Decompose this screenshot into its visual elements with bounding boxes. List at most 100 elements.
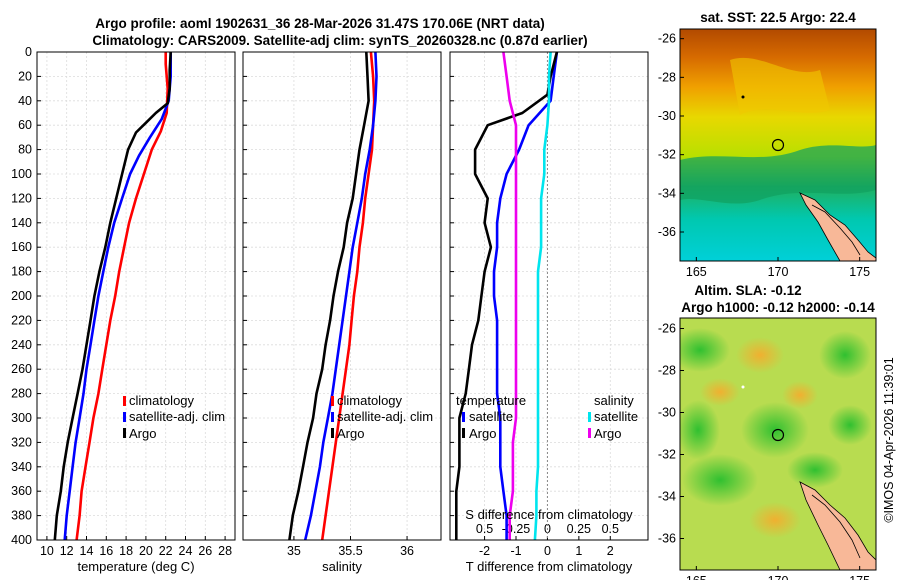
x-tick-label: -2: [479, 544, 490, 558]
legend-swatch-satellite: [331, 412, 334, 422]
legend-swatch-t-argo: [462, 428, 465, 438]
legend-swatch-satellite: [123, 412, 126, 422]
y-tick-label: 400: [11, 533, 32, 547]
s-difference-axis-label: S difference from climatology: [465, 507, 633, 522]
timestamp: ©IMOS 04-Apr-2026 11:39:01: [882, 357, 896, 522]
series-salinity-satellite: [533, 51, 552, 541]
y-tick-label: 280: [11, 387, 32, 401]
sla-map-ticks: 165 170 175 -26 -28 -30 -32 -34 -36: [658, 322, 870, 580]
series-argo: [288, 51, 370, 541]
sla-argo-location: [771, 428, 785, 442]
x-tick-label: 35: [287, 544, 301, 558]
map-y-tick-label: -32: [658, 448, 676, 462]
x-tick-label: 36: [400, 544, 414, 558]
depth-tick-labels: 0 20 40 60 80 100 120 140 160 180 200 220 240 260 280 3…: [11, 45, 32, 547]
series-satellite-adj-clim: [303, 51, 378, 541]
map-y-tick-label: -32: [658, 148, 676, 162]
map-x-tick-label: 165: [686, 574, 707, 580]
series-climatology: [75, 52, 169, 541]
coastline-contour: [811, 204, 861, 256]
series-temperature-satellite: [492, 51, 559, 540]
y-tick-label: 0: [25, 45, 32, 59]
legend-climatology: climatology: [337, 393, 403, 408]
s-tick-label: 0.25: [567, 522, 591, 536]
figure-title-line1: Argo profile: aoml 1902631_36 28-Mar-202…: [95, 16, 544, 31]
y-tick-label: 40: [18, 94, 32, 108]
legend-swatch-s-satellite: [588, 412, 591, 422]
x-tick-label: 24: [179, 544, 193, 558]
x-tick-label: 10: [40, 544, 54, 558]
map-x-tick-label: 165: [686, 265, 707, 279]
temperature-panel: 10 12 14 16 18 20 22 24 26 28: [36, 51, 236, 558]
legend-swatch-climatology: [331, 396, 334, 406]
map-y-tick-label: -34: [658, 490, 676, 504]
x-tick-label: 28: [218, 544, 232, 558]
sst-map-title: sat. SST: 22.5 Argo: 22.4: [700, 10, 856, 25]
x-tick-label: 26: [198, 544, 212, 558]
y-tick-label: 160: [11, 240, 32, 254]
new-zealand-land: [799, 481, 876, 570]
sla-low-1: [680, 328, 730, 372]
legend-t-satellite: satellite: [469, 409, 513, 424]
series-argo: [53, 51, 172, 541]
legend-s-argo: Argo: [594, 426, 621, 441]
axes-frame: [449, 51, 649, 541]
y-tick-label: 100: [11, 167, 32, 181]
x-tick-label: -1: [510, 544, 521, 558]
series-satellite-adj-clim: [63, 52, 172, 541]
y-tick-label: 220: [11, 313, 32, 327]
sst-marker-dot: [741, 95, 745, 99]
legend-satellite: satellite-adj. clim: [129, 409, 225, 424]
y-tick-label: 340: [11, 460, 32, 474]
sla-low-5: [787, 452, 843, 488]
salinity-legend: climatology satellite-adj. clim Argo: [331, 393, 433, 441]
map-y-tick-label: -30: [658, 406, 676, 420]
x-tick-label: 22: [159, 544, 173, 558]
sla-marker-dot: [741, 385, 745, 389]
legend-satellite: satellite-adj. clim: [337, 409, 433, 424]
sla-high-3: [782, 381, 818, 409]
x-tick-label: 16: [99, 544, 113, 558]
sla-low-6: [680, 400, 720, 460]
legend-swatch-argo: [331, 428, 334, 438]
axes-frame: [242, 51, 442, 541]
sst-front: [680, 145, 876, 204]
y-tick-label: 200: [11, 289, 32, 303]
map-y-tick-label: -28: [658, 364, 676, 378]
x-tick-label: 2: [607, 544, 614, 558]
difference-legend-right: salinity satellite Argo: [588, 393, 638, 441]
sst-map: [680, 29, 876, 261]
y-tick-label: 20: [18, 69, 32, 83]
map-y-tick-label: -36: [658, 225, 676, 239]
map-x-tick-label: 175: [849, 574, 870, 580]
y-tick-label: 60: [18, 118, 32, 132]
x-tick-label: 1: [575, 544, 582, 558]
legend-t-argo: Argo: [469, 426, 496, 441]
legend-swatch-climatology: [123, 396, 126, 406]
x-tick-label: 35.5: [338, 544, 362, 558]
new-zealand-land: [799, 192, 876, 261]
legend-salinity: salinity: [594, 393, 634, 408]
sst-field: [680, 29, 876, 261]
temperature-legend: climatology satellite-adj. clim Argo: [123, 393, 225, 441]
s-tick-label: 0.5: [476, 522, 493, 536]
salinity-axis-label: salinity: [322, 559, 362, 574]
sla-map-title-line2: Argo h1000: -0.12 h2000: -0.14: [681, 300, 875, 315]
y-tick-label: 80: [18, 143, 32, 157]
legend-s-satellite: satellite: [594, 409, 638, 424]
legend-argo: Argo: [337, 426, 364, 441]
y-tick-label: 240: [11, 338, 32, 352]
x-tick-label: 18: [119, 544, 133, 558]
x-tick-label: 14: [80, 544, 94, 558]
coastline-contour: [811, 494, 861, 559]
map-x-tick-label: 175: [849, 265, 870, 279]
legend-argo: Argo: [129, 426, 156, 441]
series-temperature-argo: [455, 51, 559, 540]
legend-swatch-argo: [123, 428, 126, 438]
sla-high-4: [749, 502, 801, 538]
map-y-tick-label: -26: [658, 32, 676, 46]
difference-legend-left: temperature satellite Argo: [456, 393, 526, 441]
y-tick-label: 320: [11, 435, 32, 449]
